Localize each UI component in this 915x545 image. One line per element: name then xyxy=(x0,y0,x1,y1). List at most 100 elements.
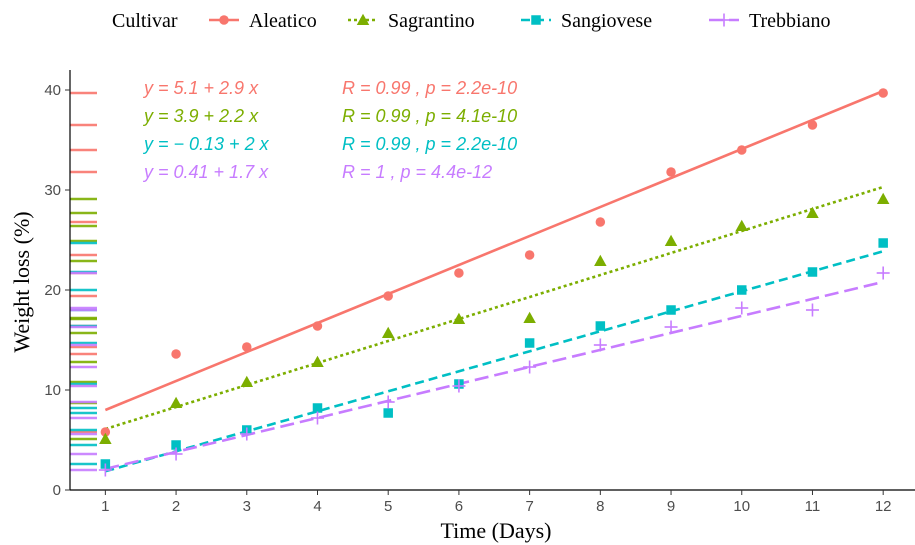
y-tick-label: 0 xyxy=(53,482,61,499)
data-point xyxy=(242,342,252,352)
data-point xyxy=(310,411,324,425)
data-point xyxy=(171,440,181,450)
x-tick-label: 6 xyxy=(455,498,463,515)
data-point xyxy=(876,266,890,280)
data-point xyxy=(169,447,183,461)
y-tick-label: 10 xyxy=(44,382,61,399)
x-tick-label: 8 xyxy=(596,498,604,515)
legend-item: Trebbiano xyxy=(709,10,830,32)
data-point xyxy=(666,305,676,315)
legend-title: Cultivar xyxy=(112,10,178,32)
data-point xyxy=(311,355,324,367)
legend-key xyxy=(348,13,378,25)
data-point xyxy=(664,234,678,246)
data-point xyxy=(595,217,606,227)
y-tick-label: 20 xyxy=(44,282,61,299)
legend-label: Sangiovese xyxy=(561,10,652,32)
data-point xyxy=(383,291,393,301)
x-tick-label: 1 xyxy=(101,498,109,515)
regression-equation: y = − 0.13 + 2 x xyxy=(142,134,270,154)
legend-key xyxy=(209,15,239,25)
data-point xyxy=(454,268,464,278)
correlation-stats: R = 0.99 , p = 2.2e-10 xyxy=(342,134,517,154)
fit-lines xyxy=(104,89,884,473)
rug-marks xyxy=(70,91,97,472)
y-tick-label: 30 xyxy=(44,182,61,199)
legend-item: Sagrantino xyxy=(348,10,475,32)
x-tick-label: 2 xyxy=(172,498,180,515)
data-point xyxy=(737,145,747,155)
data-point xyxy=(171,349,181,359)
data-point xyxy=(878,238,888,248)
data-point xyxy=(381,395,395,409)
data-point xyxy=(878,88,888,98)
x-tick-label: 9 xyxy=(667,498,675,515)
data-point xyxy=(524,250,535,260)
legend: Cultivar Aleatico Sagrantino Sangiovese Tre… xyxy=(112,10,830,32)
legend-label: Sagrantino xyxy=(388,10,475,32)
data-point xyxy=(98,463,112,477)
correlation-stats: R = 0.99 , p = 2.2e-10 xyxy=(342,78,517,98)
legend-marker xyxy=(531,15,541,25)
data-point xyxy=(735,301,749,315)
data-point xyxy=(876,192,890,204)
data-point xyxy=(100,427,111,437)
data-point xyxy=(735,219,749,231)
legend-marker xyxy=(717,13,731,27)
x-tick-label: 12 xyxy=(875,498,892,515)
x-tick-label: 11 xyxy=(805,498,821,515)
regression-annotations: y = 5.1 + 2.9 x R = 0.99 , p = 2.2e-10 y =… xyxy=(142,78,517,182)
correlation-stats: R = 1 , p = 4.4e-12 xyxy=(342,162,492,182)
x-tick-label: 10 xyxy=(733,498,750,515)
data-point xyxy=(169,396,183,408)
data-point xyxy=(240,375,254,387)
x-axis-title: Time (Days) xyxy=(440,518,551,543)
x-tick-label: 7 xyxy=(525,498,533,515)
fit-line xyxy=(105,280,884,471)
data-point xyxy=(806,206,819,218)
data-point xyxy=(240,427,254,441)
data-point xyxy=(594,254,607,266)
data-point xyxy=(452,312,466,324)
x-tick-label: 3 xyxy=(243,498,251,515)
regression-equation: y = 0.41 + 1.7 x xyxy=(142,162,269,182)
legend-marker xyxy=(356,13,370,25)
regression-equation: y = 3.9 + 2.2 x xyxy=(142,106,259,126)
legend-item: Sangiovese xyxy=(521,10,652,32)
data-point xyxy=(595,321,606,331)
legend-item: Aleatico xyxy=(209,10,317,32)
data-point xyxy=(381,326,395,338)
legend-label: Trebbiano xyxy=(749,10,830,32)
data-points xyxy=(98,88,890,477)
data-point xyxy=(383,408,393,418)
data-point xyxy=(312,321,323,331)
fit-line xyxy=(104,185,884,431)
data-point xyxy=(664,320,678,334)
data-point xyxy=(666,167,676,177)
data-point xyxy=(593,338,607,352)
x-axis-ticks: 1 2 3 4 5 6 7 8 9 10 11 12 xyxy=(101,490,892,515)
regression-equation: y = 5.1 + 2.9 x xyxy=(142,78,259,98)
data-point xyxy=(524,338,535,348)
legend-key xyxy=(521,15,551,25)
correlation-stats: R = 0.99 , p = 4.1e-10 xyxy=(342,106,517,126)
x-tick-label: 4 xyxy=(313,498,321,515)
data-point xyxy=(312,403,323,413)
y-axis-title: Weight loss (%) xyxy=(9,211,34,352)
data-point xyxy=(805,303,819,317)
legend-key xyxy=(709,13,739,27)
x-tick-label: 5 xyxy=(384,498,392,515)
legend-marker xyxy=(219,15,229,25)
data-point xyxy=(452,379,466,393)
data-point xyxy=(737,285,747,295)
data-point xyxy=(807,267,818,277)
fit-line xyxy=(104,89,884,412)
y-tick-label: 40 xyxy=(44,82,61,99)
data-point xyxy=(523,311,536,323)
fit-line xyxy=(105,250,884,473)
legend-label: Aleatico xyxy=(249,10,317,32)
data-point xyxy=(807,120,818,130)
y-axis-ticks: 0 10 20 30 40 xyxy=(44,82,70,499)
